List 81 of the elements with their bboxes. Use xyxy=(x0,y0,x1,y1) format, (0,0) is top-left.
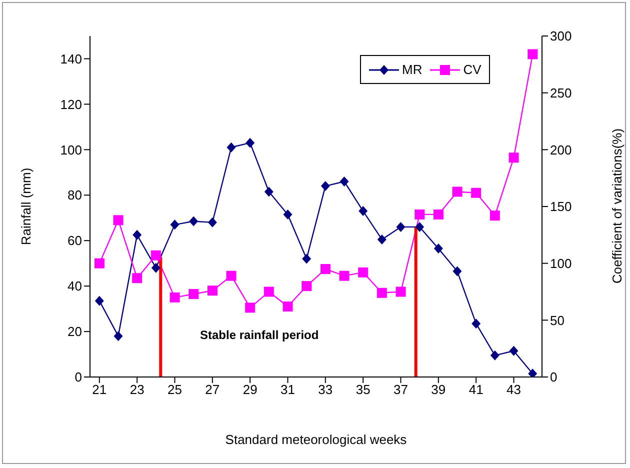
x-tick-label: 43 xyxy=(506,382,521,398)
point xyxy=(170,292,180,302)
point xyxy=(320,264,330,274)
point xyxy=(113,215,124,226)
point xyxy=(528,368,538,377)
point xyxy=(339,270,350,281)
x-tick-label: 21 xyxy=(92,382,107,398)
y2-tick-label: 50 xyxy=(550,312,564,328)
point xyxy=(509,346,518,356)
x-tick-label: 25 xyxy=(168,382,182,398)
x-axis-title: Standard meteorological weeks xyxy=(225,432,408,447)
point xyxy=(472,318,481,329)
point xyxy=(358,267,368,278)
point xyxy=(245,302,256,313)
y-tick-label: 20 xyxy=(68,324,82,340)
point xyxy=(302,281,312,292)
y2-tick-label: 200 xyxy=(550,142,572,158)
point xyxy=(452,266,462,276)
legend-label: CV xyxy=(463,62,482,77)
point xyxy=(150,250,161,260)
point xyxy=(302,254,312,264)
point xyxy=(264,186,274,197)
point xyxy=(433,209,444,220)
point xyxy=(528,49,538,60)
point xyxy=(246,138,255,148)
point xyxy=(490,210,500,221)
point xyxy=(490,350,500,360)
y-tick-label: 120 xyxy=(60,96,82,112)
y2-tick-label: 300 xyxy=(550,28,572,44)
point xyxy=(151,262,160,273)
x-tick-label: 39 xyxy=(431,382,446,398)
point xyxy=(415,222,424,232)
point xyxy=(414,209,425,220)
point xyxy=(207,286,218,296)
point xyxy=(226,270,236,281)
point xyxy=(452,186,462,197)
point xyxy=(94,296,104,306)
x-tick-label: 31 xyxy=(280,382,295,398)
y2-tick-label: 0 xyxy=(550,370,558,385)
x-tick-label: 35 xyxy=(356,382,370,398)
x-tick-label: 23 xyxy=(130,382,144,398)
x-tick-label: 37 xyxy=(394,382,408,398)
point xyxy=(376,288,387,298)
point xyxy=(264,286,274,297)
point xyxy=(358,206,368,216)
y-tick-label: 100 xyxy=(60,142,82,158)
point xyxy=(188,289,199,300)
x-tick-label: 29 xyxy=(242,382,258,398)
annotation: Stable rainfall period xyxy=(200,328,319,342)
point xyxy=(396,222,406,232)
point xyxy=(226,142,236,152)
y-tick-label: 40 xyxy=(68,278,82,294)
y-tick-label: 60 xyxy=(68,233,82,248)
y2-axis-title: Coefficient of variations(%) xyxy=(610,128,624,284)
point xyxy=(320,181,330,192)
point xyxy=(114,331,123,342)
x-tick-label: 41 xyxy=(468,382,484,398)
point xyxy=(340,176,349,186)
x-tick-label: 27 xyxy=(205,382,220,398)
point xyxy=(189,216,198,226)
point xyxy=(282,302,293,312)
y-tick-label: 140 xyxy=(60,51,82,66)
point xyxy=(377,234,386,244)
point xyxy=(434,244,443,254)
point xyxy=(208,217,217,228)
x-tick-label: 33 xyxy=(318,382,333,398)
y2-tick-label: 100 xyxy=(550,256,572,271)
point xyxy=(396,286,406,297)
y2-tick-label: 250 xyxy=(550,85,572,100)
point xyxy=(283,209,292,220)
point xyxy=(132,273,142,284)
y2-tick-label: 150 xyxy=(550,199,572,214)
y-axis-title: Rainfall (mm) xyxy=(18,168,34,246)
point xyxy=(170,220,180,230)
point xyxy=(132,230,142,240)
y-tick-label: 0 xyxy=(74,370,82,385)
point xyxy=(471,188,482,198)
point xyxy=(94,258,104,268)
y-tick-label: 80 xyxy=(68,188,82,203)
legend-label: MR xyxy=(402,62,422,77)
point xyxy=(508,152,519,163)
